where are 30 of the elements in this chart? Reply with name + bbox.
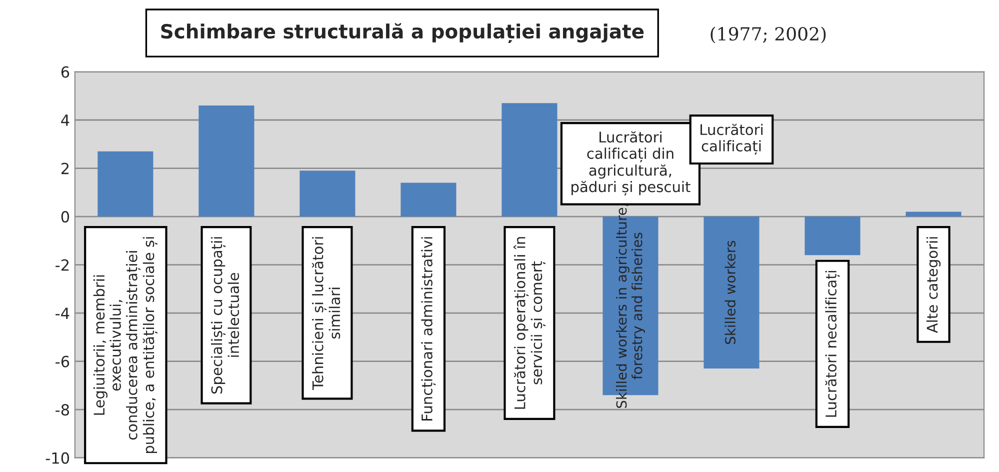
y-tick-label: -4	[56, 308, 70, 319]
y-tick-label: 6	[61, 66, 70, 78]
x-tick-label: Funcționari administrativi	[421, 237, 436, 420]
y-tick-label: -10	[46, 452, 70, 464]
y-tick-label: 2	[61, 162, 69, 174]
y-tick-label: 0	[61, 210, 70, 223]
y-tick-label: -2	[56, 259, 69, 271]
annotation: Skilled workers	[724, 240, 736, 344]
bar	[906, 212, 962, 217]
y-tick-label: -8	[56, 404, 70, 416]
bar	[704, 216, 760, 369]
x-tick-label: Lucrători calificați	[700, 124, 762, 155]
bar	[804, 216, 860, 256]
bar	[198, 106, 254, 217]
y-tick-label: -6	[56, 356, 70, 368]
x-tick-label: Lucrători necalificați	[825, 270, 840, 417]
x-tick-label: Specialiști cu ocupații intelectuale	[210, 237, 240, 394]
bar	[98, 151, 154, 217]
x-tick-label: Alte categorii	[926, 237, 941, 333]
bar	[300, 170, 356, 217]
chart-subtitle: (1977; 2002)	[710, 26, 826, 44]
annotation: Skilled workers in agriculture, forestry and fisheries	[616, 204, 645, 408]
x-tick-label: Legiuitorii, membrii executivului, conducerea administrației publice, a entităților sociale și	[93, 237, 158, 454]
chart-title: Schimbare structurală a populației angajate	[161, 23, 644, 43]
x-tick-label: Tehnicieni și lucrători similari	[312, 237, 340, 390]
y-tick-label: 4	[61, 114, 70, 126]
bar	[502, 103, 558, 217]
bar	[400, 182, 456, 217]
x-tick-label: Lucrători calificați din agricultură, păduri și pescuit	[572, 131, 690, 196]
x-tick-label: Lucrători operaționali în servicii și comerț	[513, 237, 546, 409]
